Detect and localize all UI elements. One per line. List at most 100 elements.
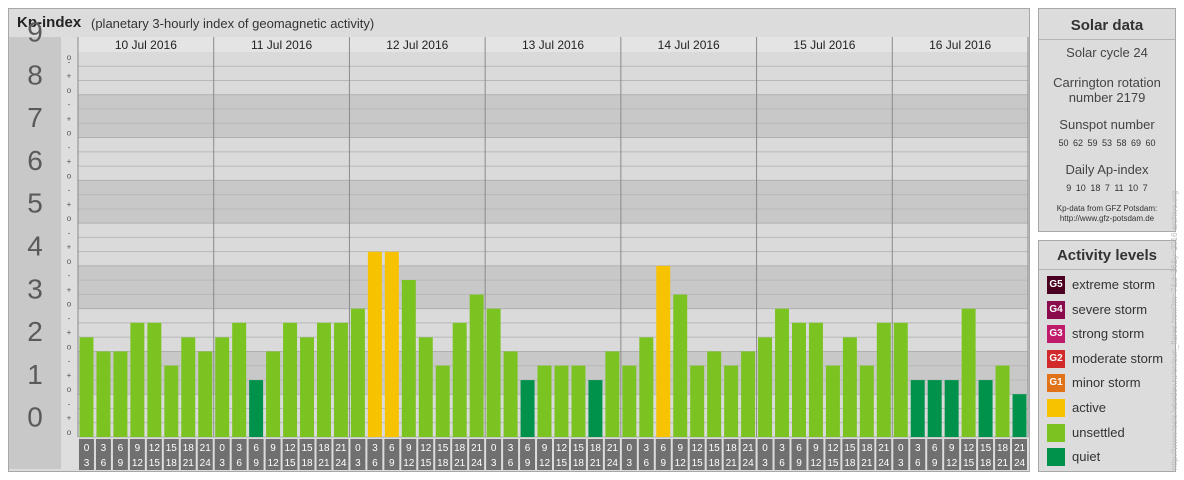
kp-bar bbox=[995, 365, 1010, 437]
hour-box bbox=[961, 439, 977, 470]
sub-tick-mark: + bbox=[67, 414, 72, 423]
hour-label-bottom: 18 bbox=[301, 458, 313, 469]
hour-label-bottom: 15 bbox=[284, 458, 296, 469]
kp-bar bbox=[384, 251, 399, 437]
legend-swatch: G3 bbox=[1047, 325, 1065, 344]
kp-bar bbox=[215, 337, 230, 437]
kp-bar bbox=[249, 380, 264, 437]
hour-label-bottom: 21 bbox=[318, 458, 330, 469]
legend-label: unsettled bbox=[1072, 424, 1125, 440]
hour-label-top: 21 bbox=[335, 443, 347, 454]
hour-label-bottom: 15 bbox=[692, 458, 704, 469]
hour-label-top: 3 bbox=[508, 443, 514, 454]
kp-bar bbox=[944, 380, 959, 437]
hour-box bbox=[316, 439, 332, 470]
sub-tick-mark: o bbox=[67, 342, 72, 351]
legend-swatch: G5 bbox=[1047, 276, 1065, 294]
source-line-2[interactable]: http://www.gfz-potsdam.de bbox=[1059, 214, 1155, 223]
hour-box bbox=[520, 439, 536, 470]
carrington-line-2: number 2179 bbox=[1068, 90, 1146, 105]
hour-label-top: 21 bbox=[607, 443, 619, 454]
hour-label-top: 12 bbox=[149, 443, 161, 454]
hour-label-top: 6 bbox=[932, 443, 938, 454]
legend-swatch: G4 bbox=[1047, 300, 1065, 319]
hour-label-top: 12 bbox=[827, 443, 839, 454]
legend-label: severe storm bbox=[1072, 301, 1148, 317]
hour-label-top: 15 bbox=[709, 443, 721, 454]
y-tick-label: 2 bbox=[27, 316, 43, 347]
hour-label-bottom: 9 bbox=[932, 458, 938, 469]
kp-bar bbox=[554, 365, 569, 437]
kp-bar bbox=[300, 337, 314, 437]
kp-bar bbox=[350, 308, 365, 437]
kp-band-7 bbox=[78, 94, 1028, 138]
solar-data-title: Solar data bbox=[1070, 17, 1144, 34]
legend-label: moderate storm bbox=[1072, 350, 1164, 366]
kp-bar bbox=[893, 322, 908, 437]
hour-box bbox=[978, 439, 994, 470]
hour-label-top: 9 bbox=[135, 443, 141, 454]
y-tick-label: 6 bbox=[27, 145, 43, 176]
hour-label-top: 9 bbox=[677, 443, 683, 454]
kp-bar bbox=[808, 322, 823, 437]
kp-bar bbox=[673, 294, 688, 437]
kp-band-6 bbox=[78, 137, 1028, 181]
hour-box bbox=[486, 439, 502, 470]
kp-bar bbox=[486, 308, 501, 437]
hour-label-bottom: 9 bbox=[525, 458, 531, 469]
kp-bar bbox=[113, 351, 128, 437]
hour-label-top: 6 bbox=[118, 443, 124, 454]
sub-tick-mark: + bbox=[67, 371, 72, 380]
sub-tick-mark: - bbox=[68, 271, 71, 280]
hour-box bbox=[112, 439, 128, 470]
kp-bar bbox=[147, 322, 162, 437]
hour-label-bottom: 18 bbox=[709, 458, 721, 469]
hour-label-bottom: 18 bbox=[844, 458, 856, 469]
activity-levels-title: Activity levels bbox=[1056, 247, 1158, 264]
hour-label-bottom: 24 bbox=[471, 458, 483, 469]
legend-label: extreme storm bbox=[1072, 277, 1156, 292]
hour-label-top: 15 bbox=[301, 443, 313, 454]
hour-label-top: 15 bbox=[844, 443, 856, 454]
chart-subtitle: (planetary 3-hourly index of geomagnetic… bbox=[91, 16, 375, 31]
hour-label-top: 18 bbox=[726, 443, 738, 454]
hour-label-bottom: 15 bbox=[556, 458, 568, 469]
hour-box bbox=[604, 439, 620, 470]
hour-label-bottom: 3 bbox=[355, 458, 361, 469]
kp-bar bbox=[503, 351, 518, 437]
sub-tick-mark: o bbox=[67, 300, 72, 309]
chart-title-bar: Kp-index (planetary 3-hourly index of ge… bbox=[9, 9, 1029, 37]
kp-bar bbox=[266, 351, 281, 437]
hour-label-top: 12 bbox=[963, 443, 975, 454]
kp-band-3 bbox=[78, 265, 1028, 309]
hour-label-bottom: 24 bbox=[607, 458, 619, 469]
hour-box bbox=[876, 439, 892, 470]
hour-box bbox=[859, 439, 875, 470]
day-label: 10 Jul 2016 bbox=[115, 38, 177, 52]
hour-label-top: 18 bbox=[318, 443, 330, 454]
hour-label-bottom: 12 bbox=[132, 458, 144, 469]
hour-label-top: 3 bbox=[915, 443, 921, 454]
hour-label-top: 15 bbox=[166, 443, 178, 454]
hour-box bbox=[95, 439, 111, 470]
hour-label-bottom: 3 bbox=[627, 458, 633, 469]
hour-box bbox=[842, 439, 858, 470]
hour-label-top: 6 bbox=[525, 443, 531, 454]
hour-label-bottom: 18 bbox=[980, 458, 992, 469]
hour-label-bottom: 21 bbox=[726, 458, 738, 469]
sub-tick-mark: o bbox=[67, 385, 72, 394]
kp-bar bbox=[622, 365, 637, 437]
hour-label-bottom: 15 bbox=[963, 458, 975, 469]
hour-label-bottom: 9 bbox=[118, 458, 124, 469]
hour-label-top: 6 bbox=[796, 443, 802, 454]
hour-label-bottom: 6 bbox=[236, 458, 242, 469]
hour-label-bottom: 6 bbox=[779, 458, 785, 469]
kp-bar bbox=[707, 351, 722, 437]
kp-band-4 bbox=[78, 223, 1028, 266]
hour-label-bottom: 9 bbox=[796, 458, 802, 469]
kp-bar bbox=[333, 322, 348, 437]
day-label: 15 Jul 2016 bbox=[793, 38, 855, 52]
sub-tick-mark: - bbox=[68, 100, 71, 109]
hour-box bbox=[638, 439, 654, 470]
hour-label-top: 0 bbox=[898, 443, 904, 454]
